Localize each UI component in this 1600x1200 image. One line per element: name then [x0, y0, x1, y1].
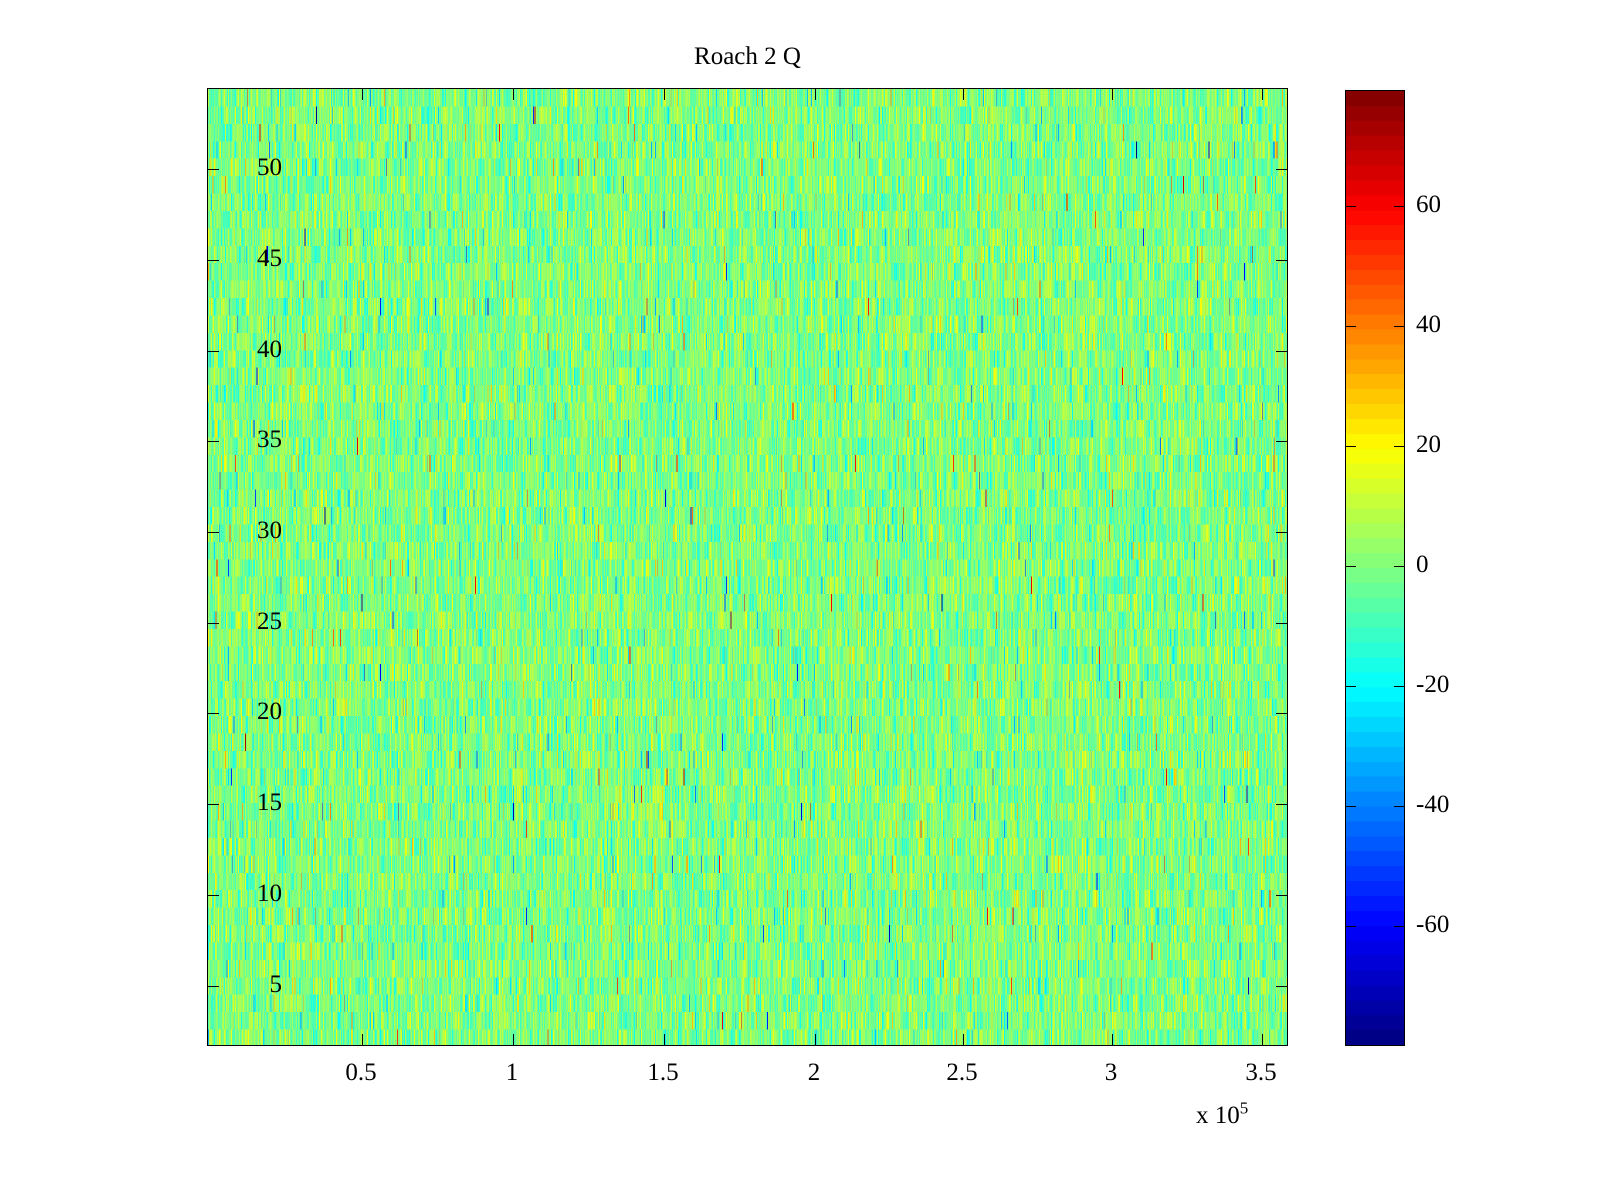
colorbar-tick-mark	[1394, 446, 1404, 447]
y-tick-label: 20	[257, 698, 282, 725]
colorbar-tick-mark	[1394, 206, 1404, 207]
heatmap-image	[208, 89, 1287, 1045]
y-tick-mark	[1276, 441, 1287, 442]
x-axis-exponent-power: 5	[1239, 1098, 1249, 1118]
y-tick-label: 5	[269, 971, 283, 998]
colorbar-tick-label: -40	[1416, 791, 1450, 818]
x-tick-mark	[815, 89, 816, 100]
colorbar-tick-mark	[1394, 806, 1404, 807]
y-tick-label: 50	[257, 154, 282, 181]
y-tick-mark	[1276, 169, 1287, 170]
y-tick-label: 35	[257, 426, 282, 453]
y-tick-mark	[1276, 623, 1287, 624]
y-tick-mark	[208, 986, 219, 987]
colorbar-tick-mark	[1346, 206, 1356, 207]
x-axis-exponent-mantissa: x 10	[1196, 1102, 1240, 1129]
y-tick-mark	[208, 441, 219, 442]
y-tick-label: 40	[257, 336, 282, 363]
x-tick-mark	[963, 89, 964, 100]
colorbar-tick-mark	[1346, 926, 1356, 927]
colorbar-tick-label: 40	[1416, 311, 1441, 338]
y-tick-mark	[208, 260, 219, 261]
x-tick-label: 1.5	[647, 1059, 679, 1086]
colorbar-tick-label: 60	[1416, 191, 1441, 218]
y-tick-mark	[208, 713, 219, 714]
colorbar-tick-mark	[1346, 806, 1356, 807]
colorbar-tick-mark	[1394, 566, 1404, 567]
y-tick-label: 15	[257, 789, 282, 816]
colorbar-gradient	[1346, 91, 1404, 1045]
colorbar-tick-mark	[1346, 326, 1356, 327]
x-tick-label: 2	[807, 1059, 821, 1086]
y-tick-mark	[1276, 351, 1287, 352]
x-tick-label: 0.5	[345, 1059, 377, 1086]
x-tick-mark	[1262, 1034, 1263, 1045]
x-tick-mark	[963, 1034, 964, 1045]
x-tick-mark	[664, 89, 665, 100]
colorbar-tick-label: -60	[1416, 911, 1450, 938]
y-tick-mark	[1276, 713, 1287, 714]
x-tick-mark	[664, 1034, 665, 1045]
x-tick-mark	[1112, 89, 1113, 100]
x-tick-mark	[1262, 89, 1263, 100]
y-tick-label: 45	[257, 245, 282, 272]
y-tick-label: 25	[257, 608, 282, 635]
y-tick-mark	[1276, 986, 1287, 987]
y-tick-mark	[208, 532, 219, 533]
colorbar-tick-mark	[1394, 686, 1404, 687]
x-tick-mark	[513, 1034, 514, 1045]
x-tick-mark	[362, 89, 363, 100]
colorbar-tick-mark	[1346, 566, 1356, 567]
x-tick-mark	[1112, 1034, 1113, 1045]
y-tick-mark	[208, 623, 219, 624]
colorbar-tick-label: -20	[1416, 671, 1450, 698]
colorbar-tick-label: 0	[1416, 551, 1429, 578]
page-title: Roach 2 Q	[694, 43, 801, 70]
x-tick-label: 3	[1104, 1059, 1118, 1086]
y-tick-mark	[208, 351, 219, 352]
y-tick-mark	[1276, 532, 1287, 533]
y-tick-mark	[208, 895, 219, 896]
y-tick-mark	[208, 169, 219, 170]
y-tick-label: 30	[257, 517, 282, 544]
x-tick-mark	[513, 89, 514, 100]
y-tick-label: 10	[257, 880, 282, 907]
colorbar-tick-mark	[1394, 926, 1404, 927]
heatmap-axes[interactable]	[207, 88, 1288, 1046]
x-axis-exponent-label: x 105	[1196, 1098, 1249, 1130]
y-tick-mark	[1276, 260, 1287, 261]
x-tick-mark	[815, 1034, 816, 1045]
x-tick-label: 1	[505, 1059, 519, 1086]
colorbar[interactable]	[1345, 90, 1405, 1046]
y-tick-mark	[208, 804, 219, 805]
x-tick-label: 2.5	[946, 1059, 978, 1086]
x-tick-label: 3.5	[1245, 1059, 1277, 1086]
y-tick-mark	[1276, 804, 1287, 805]
colorbar-tick-mark	[1394, 326, 1404, 327]
y-tick-mark	[1276, 895, 1287, 896]
colorbar-tick-label: 20	[1416, 431, 1441, 458]
colorbar-tick-mark	[1346, 446, 1356, 447]
colorbar-tick-mark	[1346, 686, 1356, 687]
x-tick-mark	[362, 1034, 363, 1045]
